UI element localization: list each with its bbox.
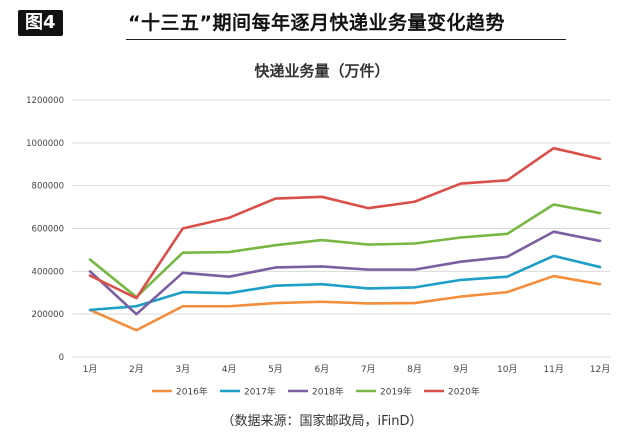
legend-label: 2017年 [244,386,276,398]
x-tick-label: 9月 [454,364,469,375]
figure-header: 图4 “十三五”期间每年逐月快递业务量变化趋势 [18,10,626,40]
series-lines [88,146,602,332]
series-line-2019年 [88,203,602,299]
legend-item: 2020年 [424,386,480,398]
y-axis-tick-labels: 0 200000 400000 600000 800000 1000000 1200000 [26,96,64,363]
legend-label: 2016年 [176,386,208,398]
x-tick-label: 10月 [497,364,517,375]
x-tick-label: 11月 [543,364,563,375]
figure-number-badge: 图4 [18,10,63,36]
series-line-2017年 [88,254,602,312]
x-tick-label: 1月 [83,364,98,375]
gridlines [72,99,610,358]
y-tick-label: 400000 [32,267,64,277]
legend-item: 2016年 [152,386,208,398]
legend-item: 2019年 [356,386,412,398]
figure-title: “十三五”期间每年逐月快递业务量变化趋势 [128,12,505,34]
x-tick-label: 6月 [314,364,329,375]
series-line-2018年 [88,230,602,316]
x-tick-label: 8月 [407,364,422,375]
x-tick-label: 4月 [222,364,237,375]
legend-item: 2018年 [288,386,344,398]
legend: 2016年 2017年 2018年 2019年 2020年 [152,386,480,398]
series-line-2020年 [88,146,602,300]
y-tick-label: 200000 [32,310,64,320]
figure-title-underline [126,39,566,40]
x-tick-label: 3月 [175,364,190,375]
chart-title: 快递业务量（万件） [254,62,389,80]
legend-label: 2018年 [312,386,344,398]
legend-label: 2019年 [380,386,412,398]
x-tick-label: 7月 [361,364,376,375]
y-tick-label: 0 [59,353,64,363]
source-note: （数据来源：国家邮政局，iFinD） [221,414,423,429]
y-tick-label: 800000 [32,182,64,192]
series-line-2016年 [88,274,602,332]
x-tick-label: 2月 [129,364,144,375]
y-tick-label: 1000000 [26,139,64,149]
x-tick-label: 5月 [268,364,283,375]
x-axis-tick-labels: 1月 2月 3月 4月 5月 6月 7月 8月 9月 10月 11月 12月 [83,364,611,375]
legend-item: 2017年 [220,386,276,398]
x-tick-label: 12月 [590,364,610,375]
y-tick-label: 600000 [32,225,64,235]
y-tick-label: 1200000 [26,96,64,106]
legend-label: 2020年 [448,386,480,398]
